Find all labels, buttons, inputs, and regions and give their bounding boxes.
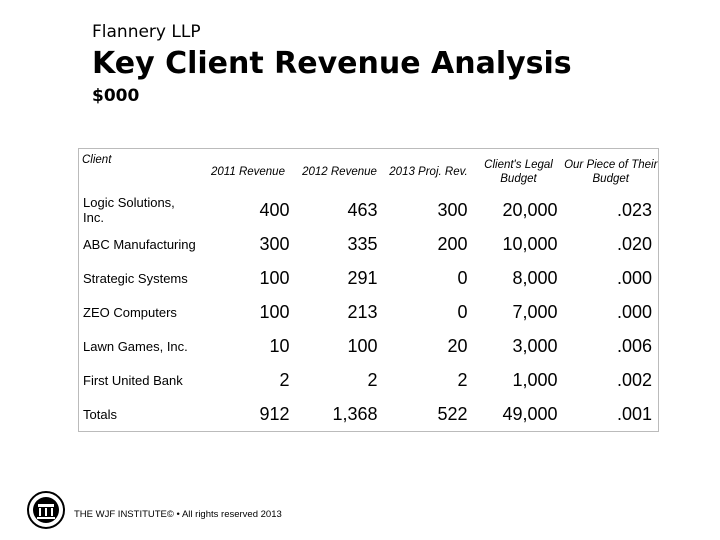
column-header: Client's Legal Budget [484, 159, 553, 185]
cell-value: 1,368 [332, 403, 378, 424]
cell-value: 49,000 [502, 403, 558, 424]
cell-value: .020 [616, 233, 652, 254]
column-header: 2013 Proj. Rev. [389, 166, 468, 178]
cell-value: 10 [269, 335, 290, 356]
cell-value: 522 [437, 403, 468, 424]
client-name: Lawn Games, Inc. [83, 338, 188, 354]
column-header: 2011 Revenue [211, 166, 285, 178]
cell-value: .000 [616, 267, 652, 288]
revenue-table: Client 2011 Revenue 2012 Revenue 2013 Proj.… [78, 148, 659, 432]
table-body: Logic Solutions, Inc. 400 463 300 20,000 .023… [79, 193, 659, 432]
cell-value: 10,000 [502, 233, 558, 254]
cell-value: 7,000 [512, 301, 558, 322]
cell-value: 2 [279, 369, 290, 390]
cell-value: 400 [259, 199, 290, 220]
cell-value: 912 [259, 403, 290, 424]
client-name: Totals [83, 406, 117, 422]
cell-value: 2 [367, 369, 378, 390]
cell-value: .006 [616, 335, 652, 356]
cell-value: 0 [457, 301, 468, 322]
company: Flannery LLP [92, 22, 201, 42]
client-name: ZEO Computers [83, 304, 177, 320]
cell-value: .000 [616, 301, 652, 322]
cell-value: 8,000 [512, 267, 558, 288]
cell-value: 300 [259, 233, 290, 254]
logo [27, 491, 65, 529]
client-name: First United Bank [83, 372, 183, 388]
cell-value: 3,000 [512, 335, 558, 356]
cell-value: 20 [447, 335, 468, 356]
client-name: Strategic Systems [83, 270, 188, 286]
footer: THE WJF INSTITUTE© • All rights reserved… [74, 509, 282, 520]
header-row: Client 2011 Revenue 2012 Revenue 2013 Proj.… [79, 149, 659, 194]
column-header: Our Piece of Their Budget [564, 159, 658, 185]
table-row: Logic Solutions, Inc. 400 463 300 20,000 .023 [79, 193, 659, 227]
cell-value: 0 [457, 267, 468, 288]
column-header: 2012 Revenue [302, 166, 377, 178]
cell-value: 300 [437, 199, 468, 220]
cell-value: .002 [616, 369, 652, 390]
cell-value: 200 [437, 233, 468, 254]
table-row: Totals 912 1,368 522 49,000 .001 [79, 397, 659, 432]
cell-value: 291 [347, 267, 378, 288]
table-row: ZEO Computers 100 213 0 7,000 .000 [79, 295, 659, 329]
cell-value: 1,000 [512, 369, 558, 390]
cell-value: 463 [347, 199, 378, 220]
table-row: Strategic Systems 100 291 0 8,000 .000 [79, 261, 659, 295]
table-row: Lawn Games, Inc. 10 100 20 3,000 .006 [79, 329, 659, 363]
cell-value: 2 [457, 369, 468, 390]
client-name: ABC Manufacturing [83, 236, 196, 252]
client-name: Logic Solutions, Inc. [83, 195, 175, 225]
units: $000 [92, 86, 140, 106]
column-header: Client [82, 154, 112, 166]
cell-value: 100 [347, 335, 378, 356]
cell-value: 335 [347, 233, 378, 254]
table-row: ABC Manufacturing 300 335 200 10,000 .020 [79, 227, 659, 261]
cell-value: 100 [259, 301, 290, 322]
cell-value: 100 [259, 267, 290, 288]
cell-value: 20,000 [502, 199, 558, 220]
title: Key Client Revenue Analysis [92, 46, 572, 81]
cell-value: .023 [616, 199, 652, 220]
table-row: First United Bank 2 2 2 1,000 .002 [79, 363, 659, 397]
cell-value: 213 [347, 301, 378, 322]
cell-value: .001 [616, 403, 652, 424]
